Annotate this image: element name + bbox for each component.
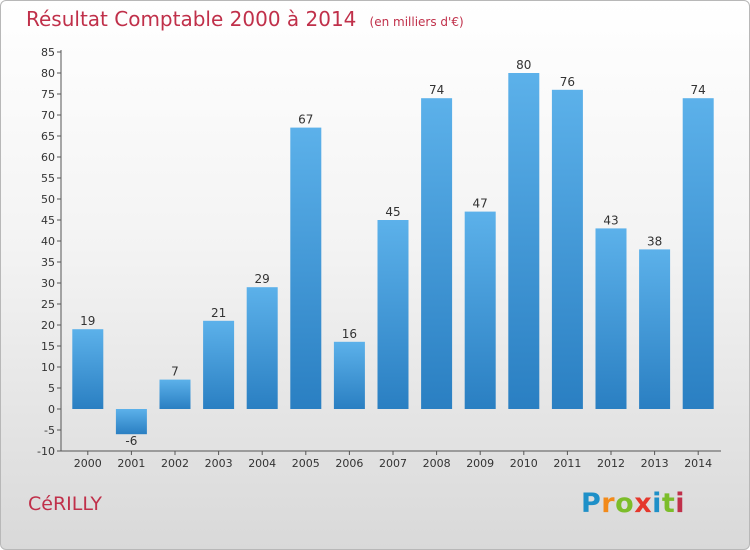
data-label: 74	[691, 83, 706, 97]
data-label: 47	[473, 197, 488, 211]
logo-letter: i	[652, 488, 662, 519]
title-unit: (en milliers d'€)	[369, 15, 464, 29]
y-tick-label: 80	[41, 67, 55, 80]
data-label: 21	[211, 306, 226, 320]
data-label: 43	[603, 213, 618, 227]
data-label: 80	[516, 58, 531, 72]
x-tick-label: 2011	[553, 457, 581, 470]
x-tick-label: 2006	[335, 457, 363, 470]
data-label: 7	[171, 365, 179, 379]
x-tick-label: 2004	[248, 457, 276, 470]
y-tick-label: 70	[41, 109, 55, 122]
y-tick-label: 25	[41, 298, 55, 311]
x-tick-label: 2013	[641, 457, 669, 470]
bar	[377, 220, 409, 409]
bar	[551, 89, 583, 410]
bar	[203, 320, 235, 409]
bar	[464, 211, 496, 409]
logo-letter: o	[615, 488, 635, 519]
x-tick-label: 2014	[684, 457, 712, 470]
bar	[246, 287, 278, 409]
x-tick-label: 2012	[597, 457, 625, 470]
y-tick-label: 40	[41, 235, 55, 248]
x-tick-label: 2003	[205, 457, 233, 470]
y-tick-label: 65	[41, 130, 55, 143]
data-label: -6	[125, 434, 137, 448]
bar	[333, 341, 365, 409]
commune-name: CéRILLY	[28, 493, 103, 515]
y-tick-label: 0	[48, 403, 55, 416]
x-tick-label: 2002	[161, 457, 189, 470]
logo-letter: i	[675, 488, 686, 519]
y-tick-label: 15	[41, 340, 55, 353]
x-tick-label: 2001	[117, 457, 145, 470]
data-label: 29	[255, 272, 270, 286]
data-label: 67	[298, 113, 313, 127]
y-tick-label: 5	[48, 382, 55, 395]
y-tick-label: 10	[41, 361, 55, 374]
y-tick-label: 50	[41, 193, 55, 206]
y-tick-label: 85	[41, 46, 55, 59]
y-tick-label: 30	[41, 277, 55, 290]
y-tick-label: -5	[44, 424, 55, 437]
y-tick-label: 55	[41, 172, 55, 185]
logo-letter: x	[634, 488, 653, 519]
bar	[115, 409, 147, 435]
data-label: 74	[429, 83, 444, 97]
chart-title: Résultat Comptable 2000 à 2014 (en milli…	[26, 7, 464, 31]
y-tick-label: 45	[41, 214, 55, 227]
y-tick-label: 35	[41, 256, 55, 269]
y-tick-label: 20	[41, 319, 55, 332]
x-tick-label: 2009	[466, 457, 494, 470]
logo-letter: r	[601, 488, 616, 519]
y-tick-label: 75	[41, 88, 55, 101]
bar	[290, 127, 322, 409]
proxiti-logo: Proxiti	[581, 488, 685, 519]
x-tick-label: 2007	[379, 457, 407, 470]
x-tick-label: 2008	[423, 457, 451, 470]
bar	[682, 98, 714, 409]
bar	[421, 98, 453, 409]
data-label: 38	[647, 234, 662, 248]
bar	[508, 73, 540, 409]
logo-letter: t	[661, 488, 676, 519]
logo-letter: P	[581, 488, 602, 519]
bar	[639, 249, 671, 409]
x-tick-label: 2005	[292, 457, 320, 470]
y-tick-label: 60	[41, 151, 55, 164]
bar	[159, 379, 191, 409]
x-tick-label: 2010	[510, 457, 538, 470]
y-tick-label: -10	[37, 445, 55, 458]
data-label: 45	[385, 205, 400, 219]
data-label: 16	[342, 327, 357, 341]
data-label: 76	[560, 75, 575, 89]
bar	[72, 329, 104, 409]
data-label: 19	[80, 314, 95, 328]
title-main: Résultat Comptable 2000 à 2014	[26, 7, 357, 31]
bar	[595, 228, 627, 409]
x-tick-label: 2000	[74, 457, 102, 470]
